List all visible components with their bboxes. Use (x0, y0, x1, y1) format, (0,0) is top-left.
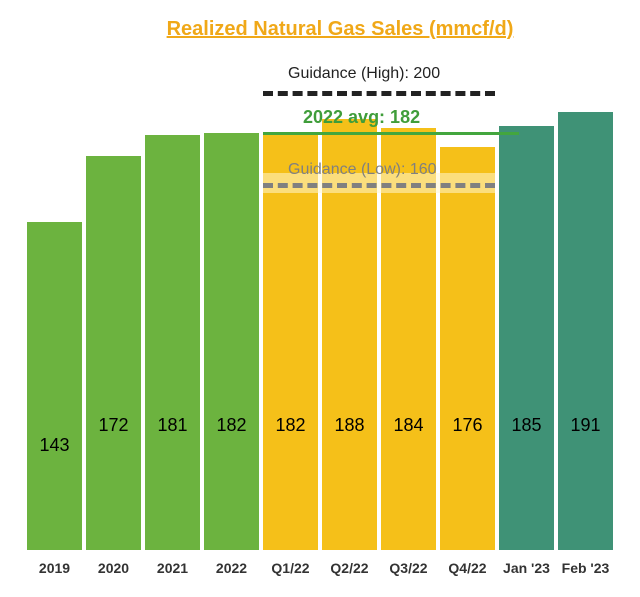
x-label: 2021 (145, 560, 200, 576)
x-label: Feb '23 (558, 560, 613, 576)
bar-value-label: 191 (558, 415, 613, 436)
bar-2019: 143 (27, 222, 82, 550)
x-label: 2022 (204, 560, 259, 576)
bar-2022: 182 (204, 133, 259, 550)
chart-title: Realized Natural Gas Sales (mmcf/d) (0, 0, 640, 41)
chart-plot-area: 143172181182182188184176185191Guidance (… (25, 80, 615, 550)
bar-value-label: 182 (204, 415, 259, 436)
guidance-low-line (263, 183, 495, 188)
bar-feb23: 191 (558, 112, 613, 550)
bar-value-label: 185 (499, 415, 554, 436)
bar-value-label: 176 (440, 415, 495, 436)
bar-jan23: 185 (499, 126, 554, 550)
guidance-high-text: Guidance (High): 200 (288, 65, 440, 83)
x-label: Q2/22 (322, 560, 377, 576)
bar-value-label: 181 (145, 415, 200, 436)
bar-value-label: 188 (322, 415, 377, 436)
bar-value-label: 184 (381, 415, 436, 436)
guidance-high-line (263, 91, 495, 96)
x-label: 2019 (27, 560, 82, 576)
guidance-low-text: Guidance (Low): 160 (288, 161, 437, 179)
avg-2022-text: 2022 avg: 182 (303, 107, 420, 128)
bar-value-label: 182 (263, 415, 318, 436)
bar-q422: 176 (440, 147, 495, 551)
bar-2021: 181 (145, 135, 200, 550)
avg-2022-line (263, 132, 519, 135)
bar-value-label: 143 (27, 435, 82, 456)
x-label: Q1/22 (263, 560, 318, 576)
x-label: Q4/22 (440, 560, 495, 576)
bar-2020: 172 (86, 156, 141, 550)
x-label: 2020 (86, 560, 141, 576)
bar-value-label: 172 (86, 415, 141, 436)
x-label: Q3/22 (381, 560, 436, 576)
bar-q122: 182 (263, 133, 318, 550)
x-label: Jan '23 (499, 560, 554, 576)
x-axis-labels: 2019202020212022Q1/22Q2/22Q3/22Q4/22Jan … (25, 560, 615, 580)
